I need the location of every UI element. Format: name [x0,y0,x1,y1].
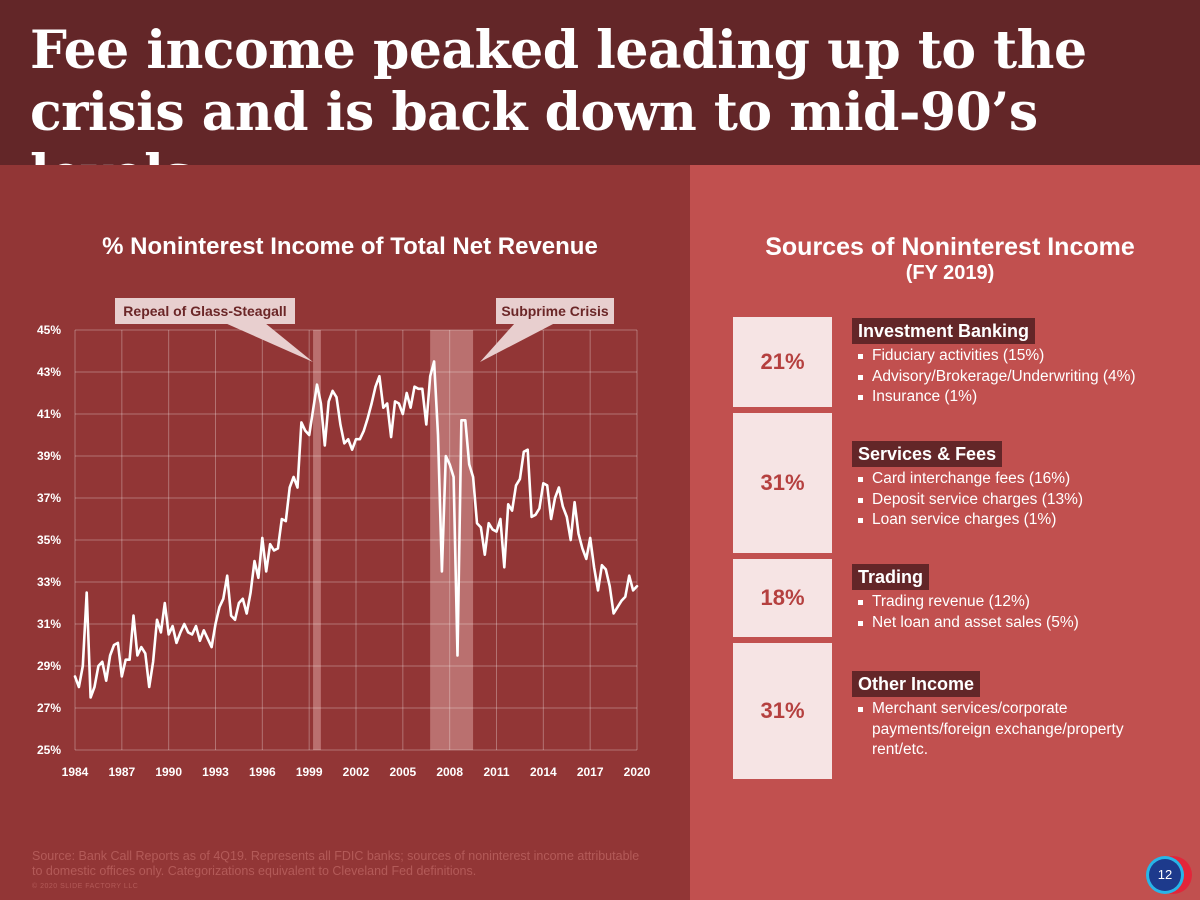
investment-banking-items: Fiduciary activities (15%) Advisory/Brok… [857,346,1187,408]
y-tick-label: 39% [37,449,61,463]
x-tick-label: 2017 [577,765,604,779]
list-item: Advisory/Brokerage/Underwriting (4%) [857,367,1187,388]
page-number: 12 [1149,859,1181,891]
x-tick-label: 1990 [155,765,182,779]
annotation-pointer-1 [480,323,555,362]
y-tick-label: 35% [37,533,61,547]
x-tick-label: 1987 [108,765,135,779]
investment-banking-label: Investment Banking [852,318,1036,344]
header-bar: Fee income peaked leading up to the cris… [0,0,1200,205]
series-line-0 [73,360,639,699]
x-tick-label: 1996 [249,765,276,779]
list-item: Card interchange fees (16%) [857,469,1187,490]
sources-title: Sources of Noninterest Income [765,233,1135,261]
other-income-items: Merchant services/corporate payments/for… [857,699,1172,761]
x-tick-label: 2014 [530,765,557,779]
list-item: Merchant services/corporate payments/for… [857,699,1172,761]
list-item: Deposit service charges (13%) [857,490,1187,511]
y-tick-label: 43% [37,365,61,379]
x-tick-label: 1993 [202,765,229,779]
line-chart: 25% 27% 29% 31% 33% 35% 37% 39% 41% 43% 45% 1984 198… [37,298,651,779]
other-income-label: Other Income [852,671,981,697]
page-number-badge: 12 [1146,856,1192,894]
shaded-period-0 [313,330,321,750]
trading-label: Trading [852,564,930,590]
list-item: Net loan and asset sales (5%) [857,613,1187,634]
annotation-label-1: Subprime Crisis [501,303,609,319]
x-tick-label: 1984 [62,765,89,779]
trading-percent: 18% [733,559,832,637]
services-fees-percent: 31% [733,413,832,553]
x-tick-label: 2011 [483,765,509,779]
chart-panel [0,165,690,900]
list-item: Trading revenue (12%) [857,592,1187,613]
x-tick-label: 1999 [296,765,323,779]
chart-title: % Noninterest Income of Total Net Revenu… [102,233,598,260]
y-tick-label: 25% [37,743,61,757]
annotation-box-1 [496,298,614,324]
list-item: Fiduciary activities (15%) [857,346,1187,367]
list-item: Insurance (1%) [857,387,1187,408]
y-tick-label: 41% [37,407,61,421]
annotation-pointer-0 [225,323,313,362]
trading-items: Trading revenue (12%) Net loan and asset… [857,592,1187,633]
services-fees-label: Services & Fees [852,441,1003,467]
y-tick-label: 29% [37,659,61,673]
source-note: Source: Bank Call Reports as of 4Q19. Re… [32,849,640,878]
y-tick-label: 31% [37,617,61,631]
x-tick-label: 2005 [389,765,416,779]
x-tick-label: 2020 [624,765,651,779]
investment-banking-percent: 21% [733,317,832,407]
x-tick-label: 2002 [343,765,370,779]
services-fees-items: Card interchange fees (16%) Deposit serv… [857,469,1187,531]
sources-subtitle: (FY 2019) [905,262,995,284]
list-item: Loan service charges (1%) [857,510,1187,531]
y-tick-label: 33% [37,575,61,589]
copyright: © 2020 SLIDE FACTORY LLC [32,883,139,890]
y-tick-label: 45% [37,323,61,337]
y-tick-label: 27% [37,701,61,715]
x-tick-label: 2008 [436,765,463,779]
other-income-percent: 31% [733,643,832,779]
annotation-box-0 [115,298,295,324]
y-tick-label: 37% [37,491,61,505]
headline: Fee income peaked leading up to the cris… [30,20,1087,205]
annotation-label-0: Repeal of Glass-Steagall [123,303,286,319]
